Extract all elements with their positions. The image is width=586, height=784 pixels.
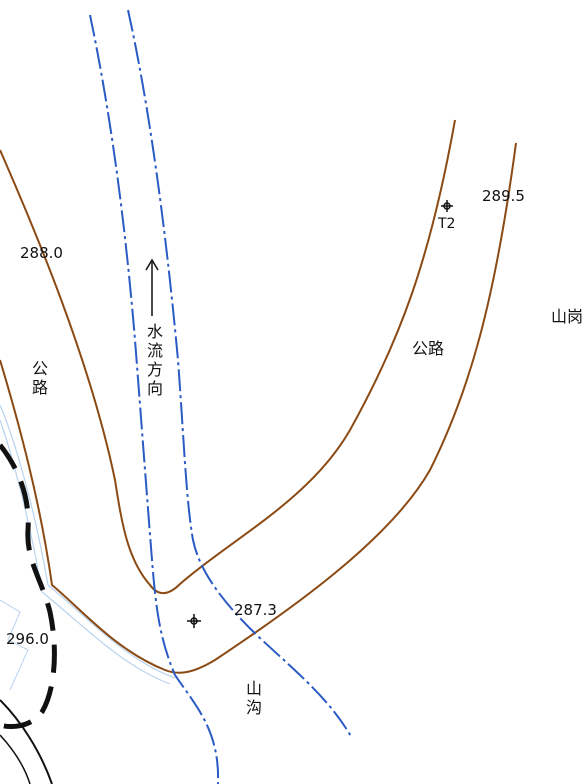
survey-point-icon [187, 614, 201, 628]
flow-arrow-icon [145, 258, 159, 271]
elevation-label: 287.3 [234, 601, 277, 619]
road-outline-right-lower [0, 142, 517, 674]
dashed-contour-line [0, 443, 57, 729]
water-edge-line [0, 404, 176, 679]
stream-line-left [89, 14, 220, 784]
ridge-label: 山岗 [551, 307, 584, 326]
elevation-label: 296.0 [6, 630, 49, 648]
survey-point-icon [441, 200, 453, 212]
water-direction-label: 水流方向 [144, 323, 163, 399]
ravine-label: 山沟 [243, 680, 262, 718]
stream-line-right [127, 9, 353, 739]
road-label: 公路 [29, 360, 48, 398]
elevation-label: 289.5 [482, 187, 525, 205]
water-edge-line [0, 599, 29, 691]
contour-line [0, 734, 31, 784]
contour-line [0, 699, 53, 784]
control-point-label: T2 [438, 216, 456, 232]
elevation-label: 288.0 [20, 244, 63, 262]
road-outline-left-upper [0, 119, 456, 595]
road-label: 公路 [412, 339, 445, 358]
